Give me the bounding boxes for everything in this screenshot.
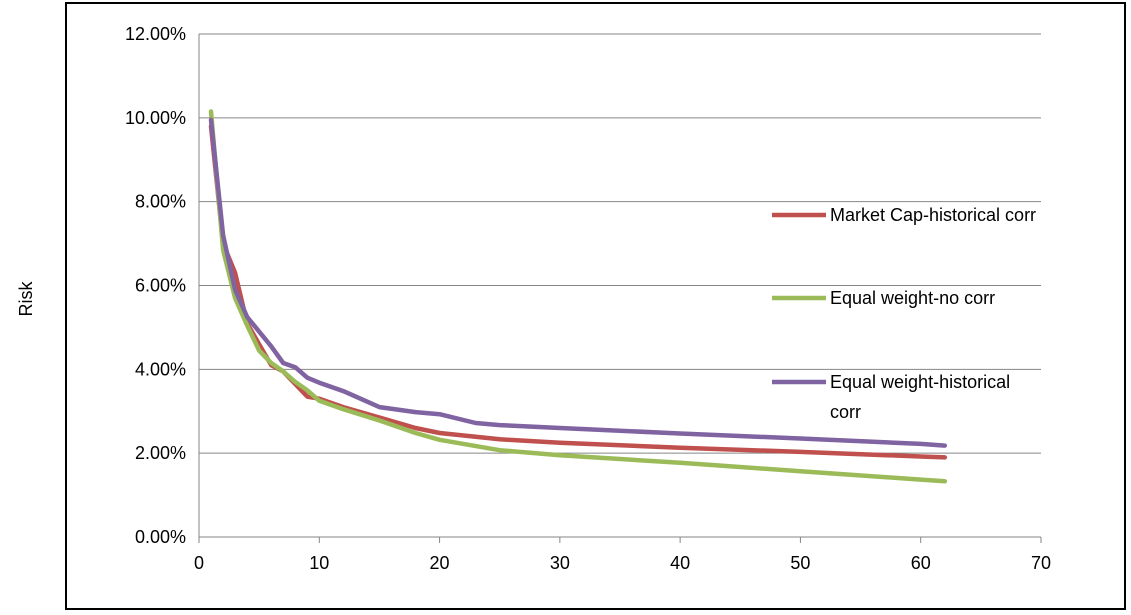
x-tick-label: 50 <box>790 553 810 573</box>
series-line-3 <box>208 117 948 448</box>
y-tick-label: 0.00% <box>135 527 186 547</box>
x-tick-label: 10 <box>309 553 329 573</box>
x-tick-label: 20 <box>430 553 450 573</box>
y-tick-label: 4.00% <box>135 359 186 379</box>
legend-label-3: Equal weight-historical <box>830 372 1010 392</box>
y-tick-label: 12.00% <box>125 24 186 44</box>
y-tick-label: 8.00% <box>135 192 186 212</box>
x-tick-label: 60 <box>911 553 931 573</box>
legend-label-1: Market Cap-historical corr <box>830 205 1036 225</box>
y-tick-label: 10.00% <box>125 108 186 128</box>
y-tick-label: 6.00% <box>135 276 186 296</box>
y-tick-label: 2.00% <box>135 443 186 463</box>
legend-label-2: Equal weight-no corr <box>830 288 995 308</box>
x-tick-label: 30 <box>550 553 570 573</box>
series-line-2 <box>208 109 948 484</box>
x-tick-label: 70 <box>1031 553 1051 573</box>
x-tick-label: 40 <box>670 553 690 573</box>
legend-label-3: corr <box>830 402 861 422</box>
x-tick-label: 0 <box>194 553 204 573</box>
